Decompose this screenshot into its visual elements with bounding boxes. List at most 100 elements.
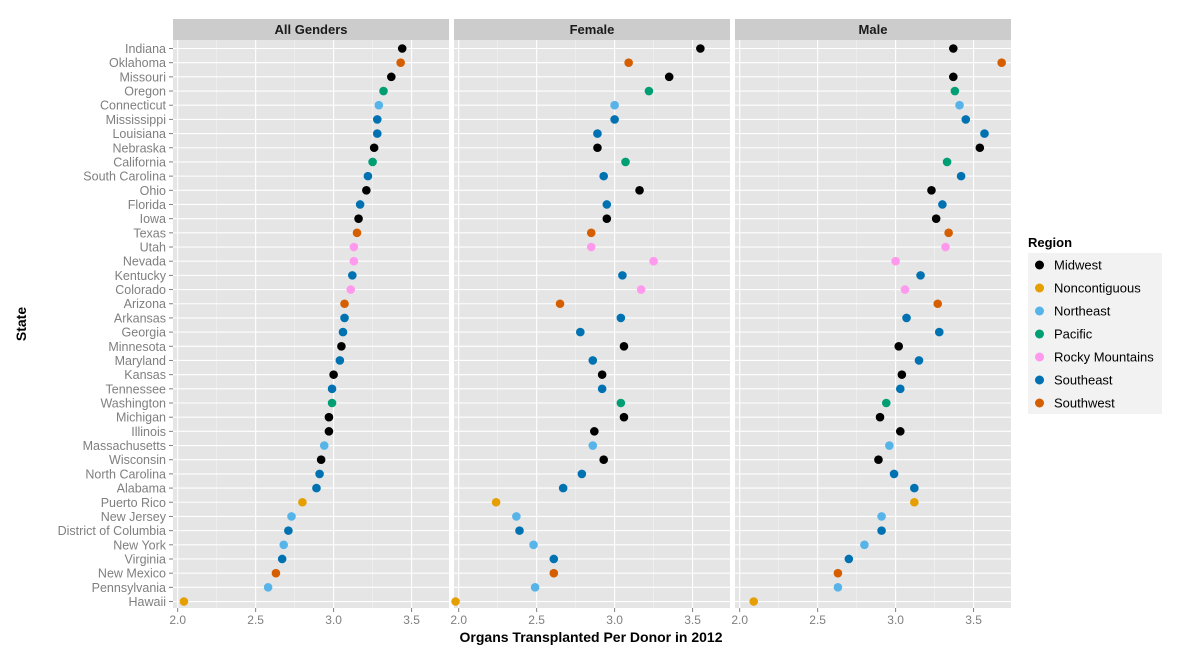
data-point-new-mexico-all: [271, 568, 281, 578]
state-label: Nevada: [123, 255, 166, 269]
legend-title: Region: [1028, 235, 1072, 250]
facet-strip-label: Male: [859, 22, 888, 37]
data-point-florida-female: [602, 200, 612, 209]
panel-background: [173, 40, 449, 608]
x-tick-label: 3.0: [325, 613, 342, 627]
data-point-virginia-male: [844, 554, 854, 564]
data-point-new-mexico-male: [833, 568, 843, 578]
data-point-colorado-all: [346, 285, 356, 294]
data-point-oregon-male: [950, 86, 960, 96]
legend-entry-label: Southeast: [1054, 373, 1113, 388]
state-label: Kentucky: [115, 269, 167, 283]
data-point-connecticut-male: [955, 100, 964, 110]
facet-strip-label: All Genders: [275, 22, 348, 37]
data-point-utah-all: [349, 242, 359, 252]
data-point-washington-all: [327, 398, 337, 408]
data-point-oklahoma-all: [396, 58, 405, 67]
data-point-south-carolina-female: [599, 171, 608, 181]
data-point-alabama-female: [558, 483, 568, 493]
data-point-missouri-all: [387, 72, 396, 82]
legend-entry-label: Pacific: [1054, 327, 1093, 342]
data-point-oklahoma-male: [997, 58, 1006, 67]
data-point-connecticut-female: [610, 100, 619, 110]
data-point-iowa-male: [931, 214, 941, 223]
facet-strip: [173, 19, 449, 40]
data-point-indiana-all: [397, 44, 407, 53]
legend-swatch: [1035, 398, 1044, 408]
x-tick-label: 3.5: [403, 613, 420, 627]
data-point-nebraska-male: [975, 143, 985, 153]
state-label: Kansas: [124, 368, 166, 382]
data-point-hawaii-all: [179, 597, 189, 606]
data-point-pennsylvania-female: [530, 583, 540, 592]
data-point-texas-male: [944, 228, 953, 238]
data-point-louisiana-female: [593, 129, 602, 138]
state-label: Virginia: [125, 552, 167, 566]
facet-panel-female: Female 2.0 2.5 3.0 3.5: [450, 19, 730, 627]
legend-entry-label: Northeast: [1054, 304, 1111, 319]
x-tick-label: 2.0: [731, 613, 748, 627]
x-tick-label: 2.5: [528, 613, 545, 627]
data-point-massachusetts-all: [319, 441, 329, 450]
data-point-california-all: [368, 157, 377, 167]
data-point-minnesota-male: [894, 341, 904, 351]
data-point-ohio-male: [927, 186, 936, 195]
state-label: Colorado: [115, 283, 166, 297]
data-point-ohio-female: [635, 186, 644, 195]
data-point-north-carolina-all: [315, 469, 324, 479]
data-point-pennsylvania-all: [263, 583, 273, 592]
data-point-kansas-all: [329, 370, 338, 379]
state-label: Arizona: [124, 297, 166, 311]
x-tick-label: 2.0: [450, 613, 467, 627]
state-label: Wisconsin: [109, 453, 166, 467]
data-point-new-jersey-all: [287, 512, 296, 521]
state-label: Ohio: [140, 184, 166, 198]
state-label: Iowa: [140, 212, 166, 226]
data-point-puerto-rico-all: [298, 497, 307, 507]
state-label: Florida: [128, 198, 166, 212]
data-point-kansas-male: [897, 370, 907, 379]
data-point-washington-female: [616, 398, 626, 408]
state-label: Texas: [133, 226, 166, 240]
panel-background: [735, 40, 1011, 608]
data-point-mississippi-all: [372, 115, 382, 124]
state-axis-labels: IndianaOklahomaMissouriOregonConnecticut…: [58, 42, 173, 609]
data-point-massachusetts-female: [588, 441, 598, 450]
state-label: New Mexico: [98, 567, 166, 581]
legend-swatch: [1035, 283, 1044, 293]
state-label: Illinois: [131, 425, 166, 439]
data-point-arizona-all: [340, 299, 349, 309]
data-point-utah-male: [941, 242, 950, 252]
data-point-iowa-female: [602, 214, 612, 223]
data-point-oklahoma-female: [624, 58, 633, 67]
data-point-new-york-female: [529, 540, 538, 550]
data-point-arkansas-all: [340, 313, 349, 323]
data-point-illinois-female: [590, 427, 599, 436]
data-point-louisiana-male: [980, 129, 989, 138]
data-point-kentucky-female: [618, 271, 627, 280]
x-tick-label: 3.5: [684, 613, 701, 627]
data-point-missouri-male: [949, 72, 958, 82]
data-point-nevada-male: [891, 256, 900, 266]
data-point-minnesota-all: [337, 341, 346, 351]
data-point-maryland-male: [914, 356, 924, 365]
state-label: Oregon: [124, 85, 166, 99]
data-point-georgia-female: [576, 327, 585, 337]
data-point-new-jersey-female: [512, 512, 521, 521]
data-point-arkansas-male: [902, 313, 911, 323]
data-point-hawaii-female: [451, 597, 460, 606]
data-point-illinois-male: [895, 427, 905, 436]
data-point-ohio-all: [362, 186, 371, 195]
state-label: California: [113, 155, 166, 169]
data-point-tennessee-all: [327, 384, 337, 394]
data-point-north-carolina-female: [577, 469, 587, 479]
legend-swatch: [1035, 375, 1044, 385]
data-point-kentucky-male: [916, 271, 925, 280]
data-point-mississippi-male: [961, 115, 971, 124]
data-point-california-female: [621, 157, 630, 167]
state-label: Utah: [140, 241, 166, 255]
data-point-texas-all: [352, 228, 362, 238]
data-point-mississippi-female: [610, 115, 619, 124]
